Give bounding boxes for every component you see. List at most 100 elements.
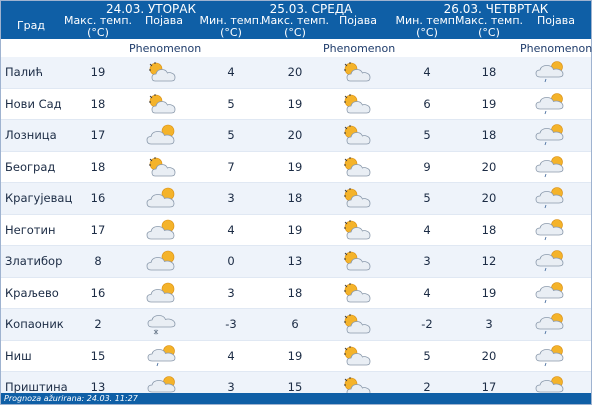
col-d1-phen: Појава <box>144 14 184 27</box>
d3-max-temp: 18 <box>481 128 497 142</box>
d3-max-temp: 19 <box>481 285 497 300</box>
d3-max-temp: 20 <box>481 191 497 205</box>
d2-max-temp: 19 <box>287 348 303 363</box>
cloud-sun-icon <box>146 123 180 147</box>
table-row: Палић 19 4 20 4 18 <box>1 57 591 89</box>
d2-max-temp: 20 <box>287 128 303 142</box>
d2-min-temp: 7 <box>227 159 235 174</box>
sun-cloud-icon <box>341 123 375 147</box>
d3-min-temp: 3 <box>423 254 431 268</box>
phenomenon-label-1: Phenomenon <box>129 42 202 55</box>
city-name: Крагујевац <box>5 191 73 205</box>
d2-min-temp: 3 <box>227 191 235 205</box>
d1-max-temp: 13 <box>90 380 106 394</box>
sun-cloud-icon <box>341 249 375 273</box>
d2-min-temp: 3 <box>227 285 235 300</box>
city-name: Неготин <box>5 222 56 237</box>
day-1-heading: 24.03. УТОРАК <box>105 2 197 16</box>
d1-max-temp: 17 <box>90 128 106 142</box>
d2-min-temp: 5 <box>227 96 235 111</box>
col-d2-min-line1: Мин. темп. <box>199 14 263 27</box>
sun-cloud-icon <box>146 92 180 116</box>
d3-min-temp: 4 <box>423 285 431 300</box>
city-name: Златибор <box>5 254 63 268</box>
sun-cloud-icon <box>341 60 375 84</box>
d1-max-temp: 2 <box>94 317 102 331</box>
col-d3-max-line2: (°C) <box>478 26 500 39</box>
city-name: Београд <box>5 159 56 174</box>
d2-min-temp: -3 <box>225 317 237 331</box>
d2-min-temp: 4 <box>227 348 235 363</box>
d1-max-temp: 17 <box>90 222 106 237</box>
d3-min-temp: 5 <box>423 348 431 363</box>
col-d3-phen: Појава <box>536 14 576 27</box>
d2-min-temp: 3 <box>227 380 235 394</box>
col-d2-max-line1: Макс. темп. <box>260 14 330 27</box>
city-name: Ниш <box>5 348 32 363</box>
col-d3-max-line1: Макс. темп. <box>454 14 524 27</box>
d3-min-temp: 5 <box>423 191 431 205</box>
sun-cloud-icon <box>146 155 180 179</box>
table-row: Београд 18 7 19 9 20 <box>1 152 591 183</box>
d3-min-temp: 4 <box>423 65 431 79</box>
table-row: Ниш 15 4 19 5 20 <box>1 341 591 372</box>
city-name: Нови Сад <box>5 96 62 111</box>
col-d3-min-line2: (°C) <box>416 26 438 39</box>
d3-min-temp: 4 <box>423 222 431 237</box>
col-d1-max: Макс. темп. (°C) <box>63 15 133 39</box>
d2-max-temp: 15 <box>287 380 303 394</box>
cloud-sun-drizzle-icon <box>534 60 568 84</box>
col-d3-min-line1: Мин. темп. <box>395 14 459 27</box>
cloud-sun-icon <box>146 249 180 273</box>
cloud-sun-drizzle-icon <box>534 218 568 242</box>
d3-min-temp: 6 <box>423 96 431 111</box>
cloud-sun-drizzle-icon <box>534 312 568 336</box>
cloud-sun-icon <box>146 186 180 210</box>
d3-max-temp: 19 <box>481 96 497 111</box>
sun-cloud-icon <box>341 186 375 210</box>
d1-max-temp: 18 <box>90 96 106 111</box>
cloud-sun-drizzle-icon <box>534 92 568 116</box>
d3-max-temp: 12 <box>481 254 497 268</box>
city-name: Лозница <box>5 128 57 142</box>
city-name: Копаоник <box>5 317 64 331</box>
cloud-sun-drizzle-icon <box>534 249 568 273</box>
city-name: Краљево <box>5 285 59 300</box>
d3-min-temp: -2 <box>421 317 433 331</box>
d2-max-temp: 18 <box>287 285 303 300</box>
table-row: Крагујевац 16 3 18 5 20 <box>1 183 591 215</box>
d2-max-temp: 13 <box>287 254 303 268</box>
sun-cloud-icon <box>341 92 375 116</box>
d2-max-temp: 18 <box>287 191 303 205</box>
update-time: Prognoza ažurirana: 24.03. 11:27 <box>4 394 138 403</box>
d3-min-temp: 5 <box>423 128 431 142</box>
col-city: Град <box>16 19 46 32</box>
cloud-sun-drizzle-icon <box>534 186 568 210</box>
d3-max-temp: 18 <box>481 65 497 79</box>
table-row: Копаоник 2 -3 6 -2 3 <box>1 309 591 341</box>
d1-max-temp: 8 <box>94 254 102 268</box>
city-name: Приштина <box>5 380 68 394</box>
d3-max-temp: 20 <box>481 348 497 363</box>
d1-max-temp: 15 <box>90 348 106 363</box>
cloud-sun-drizzle-icon <box>146 375 180 399</box>
d2-min-temp: 4 <box>227 222 235 237</box>
sun-cloud-icon <box>341 312 375 336</box>
sun-cloud-icon <box>341 218 375 242</box>
cloud-sun-drizzle-icon <box>534 123 568 147</box>
cloud-sun-icon <box>146 281 180 305</box>
d1-max-temp: 19 <box>90 65 106 79</box>
sun-cloud-icon <box>146 60 180 84</box>
sun-cloud-icon <box>341 155 375 179</box>
d2-max-temp: 20 <box>287 65 303 79</box>
d1-max-temp: 16 <box>90 191 106 205</box>
col-d2-min-line2: (°C) <box>220 26 242 39</box>
d2-max-temp: 19 <box>287 159 303 174</box>
cloud-sun-drizzle-icon <box>534 344 568 368</box>
day-3-heading: 26.03. ЧЕТВРТАК <box>443 2 549 16</box>
col-d3-min: Мин. темп. (°C) <box>389 15 465 39</box>
cloud-sun-icon <box>146 218 180 242</box>
col-d2-max-line2: (°C) <box>284 26 306 39</box>
cloud-sun-drizzle-icon <box>534 375 568 399</box>
